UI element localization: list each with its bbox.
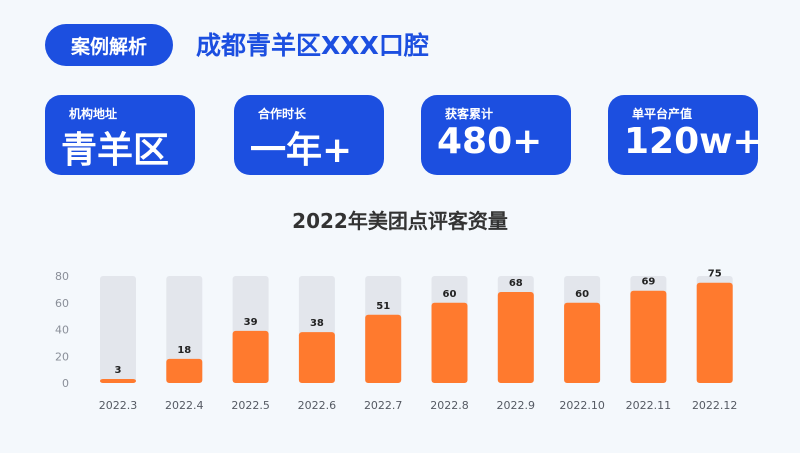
stat-card-value: 青羊区: [61, 130, 170, 171]
stat-card-label: 合作时长: [258, 107, 307, 121]
data-label: 60: [575, 289, 589, 300]
x-tick-label: 2022.11: [626, 399, 672, 412]
bar: [100, 378, 136, 383]
stat-card-address: 机构地址 青羊区: [45, 95, 195, 175]
x-tick-label: 2022.10: [559, 399, 605, 412]
stat-card-revenue: 单平台产值 120w+: [608, 95, 763, 175]
y-tick-label: 0: [62, 377, 69, 390]
bar: [431, 302, 468, 383]
stat-card-label: 获客累计: [445, 107, 494, 121]
data-label: 3: [115, 365, 122, 376]
bar-track: [166, 276, 203, 383]
bar-track: [100, 276, 136, 383]
data-label: 38: [310, 318, 324, 329]
stat-card-value: 120w+: [624, 121, 763, 162]
x-tick-label: 2022.8: [430, 399, 469, 412]
x-tick-label: 2022.12: [692, 399, 738, 412]
x-tick-label: 2022.7: [364, 399, 403, 412]
x-tick-label: 2022.4: [165, 399, 204, 412]
bar: [232, 330, 269, 383]
bar: [365, 314, 402, 383]
y-tick-label: 40: [55, 324, 69, 337]
y-tick-label: 80: [55, 270, 69, 283]
bar: [497, 292, 534, 383]
bar: [696, 282, 733, 383]
data-label: 75: [708, 269, 722, 280]
data-label: 60: [443, 289, 457, 300]
stat-card-customers: 获客累计 480+: [421, 95, 571, 175]
x-tick-label: 2022.3: [99, 399, 138, 412]
data-label: 69: [641, 277, 655, 288]
y-tick-label: 20: [55, 350, 69, 363]
data-label: 51: [376, 301, 390, 312]
page-title: 成都青羊区XXX口腔: [196, 31, 429, 60]
y-tick-label: 60: [55, 297, 69, 310]
bar: [564, 302, 601, 383]
case-analysis-tag: 案例解析: [45, 24, 173, 66]
x-tick-label: 2022.6: [298, 399, 337, 412]
data-label: 39: [244, 317, 258, 328]
data-label: 18: [177, 345, 191, 356]
chart-title: 2022年美团点评客资量: [292, 209, 508, 233]
stat-card-value: 一年+: [250, 130, 353, 171]
bar: [298, 332, 335, 383]
stat-card-label: 单平台产值: [632, 107, 693, 121]
stat-card-label: 机构地址: [69, 107, 118, 121]
bar: [166, 358, 203, 383]
x-tick-label: 2022.5: [231, 399, 270, 412]
x-tick-label: 2022.9: [497, 399, 536, 412]
stat-card-duration: 合作时长 一年+: [234, 95, 384, 175]
bar: [630, 290, 667, 383]
data-label: 68: [509, 278, 523, 289]
stat-card-value: 480+: [437, 121, 543, 162]
